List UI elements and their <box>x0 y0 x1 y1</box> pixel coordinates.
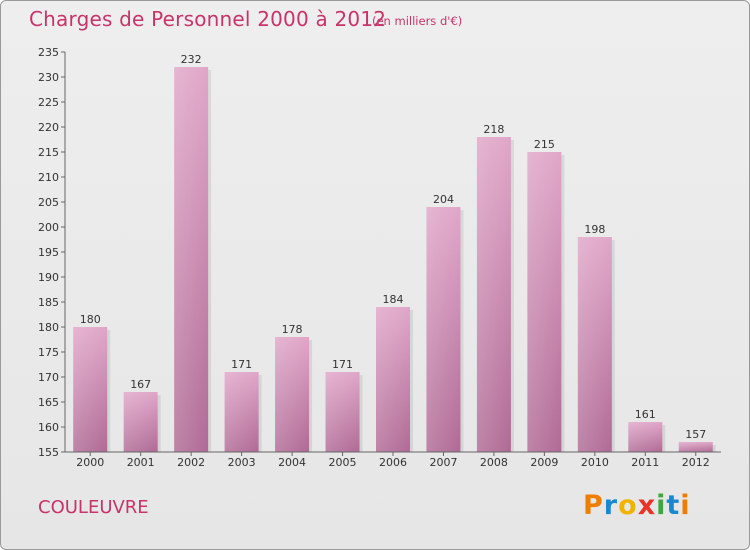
x-tick-label: 2000 <box>76 456 104 469</box>
y-tick-label: 180 <box>38 321 59 334</box>
y-tick-label: 215 <box>38 146 59 159</box>
chart-title: Charges de Personnel 2000 à 2012 <box>29 7 387 31</box>
bar-highlight <box>275 337 310 452</box>
bar-value-label: 171 <box>332 358 353 371</box>
logo-letter: i <box>680 490 691 521</box>
y-tick-label: 170 <box>38 371 59 384</box>
y-tick-label: 160 <box>38 421 59 434</box>
bar-highlight <box>224 372 259 452</box>
y-tick-label: 195 <box>38 246 59 259</box>
x-tick-label: 2007 <box>429 456 457 469</box>
bar-value-label: 178 <box>282 323 303 336</box>
logo-letter: r <box>603 490 619 521</box>
y-tick-label: 205 <box>38 196 59 209</box>
y-tick-label: 175 <box>38 346 59 359</box>
bar-value-label: 218 <box>483 123 504 136</box>
bar-highlight <box>577 237 612 452</box>
bar-highlight <box>476 137 511 452</box>
y-tick-label: 185 <box>38 296 59 309</box>
x-tick-label: 2008 <box>480 456 508 469</box>
y-tick-label: 225 <box>38 96 59 109</box>
bar-highlight <box>678 442 713 452</box>
bars: 180 167 232 171 178 171 184 204 218 215 198 161 157 <box>73 53 716 452</box>
logo-letter: i <box>656 490 667 521</box>
bar-highlight <box>174 67 209 452</box>
bar-value-label: 167 <box>130 378 151 391</box>
x-axis: 2000 2001 2002 2003 2004 2005 2006 2007 2008 2009… <box>65 451 721 469</box>
y-axis: 155 160 165 170 175 180 185 190 195 200 205 210 215 2… <box>38 46 66 459</box>
logo-letter: t <box>666 490 681 521</box>
y-tick-label: 230 <box>38 71 59 84</box>
x-tick-label: 2010 <box>581 456 609 469</box>
logo-letter: o <box>618 490 638 521</box>
bar-value-label: 198 <box>584 223 605 236</box>
bar-value-label: 161 <box>635 408 656 421</box>
y-tick-label: 165 <box>38 396 59 409</box>
x-tick-label: 2001 <box>127 456 155 469</box>
bar-highlight <box>73 327 108 452</box>
bar-value-label: 171 <box>231 358 252 371</box>
x-tick-label: 2003 <box>228 456 256 469</box>
bar-value-label: 180 <box>80 313 101 326</box>
y-tick-label: 220 <box>38 121 59 134</box>
proxiti-logo[interactable]: Proxiti <box>583 490 691 521</box>
x-tick-label: 2002 <box>177 456 205 469</box>
bar-highlight <box>376 307 410 452</box>
bar-highlight <box>426 207 461 452</box>
x-tick-label: 2005 <box>329 456 357 469</box>
y-tick-label: 155 <box>38 446 59 459</box>
x-tick-label: 2012 <box>682 456 710 469</box>
y-tick-label: 190 <box>38 271 59 284</box>
bar-highlight <box>527 152 562 452</box>
y-tick-label: 200 <box>38 221 59 234</box>
x-tick-label: 2009 <box>530 456 558 469</box>
bar-highlight <box>123 392 158 452</box>
commune-name: COULEUVRE <box>38 497 149 518</box>
x-tick-label: 2006 <box>379 456 407 469</box>
bar-value-label: 215 <box>534 138 555 151</box>
y-tick-label: 210 <box>38 171 59 184</box>
logo-letter: P <box>583 490 604 521</box>
bar-value-label: 204 <box>433 193 454 206</box>
bar-highlight <box>325 372 360 452</box>
chart-subtitle: (en milliers d'€) <box>372 14 463 28</box>
bar-value-label: 157 <box>685 428 706 441</box>
logo-letter: x <box>637 490 657 521</box>
y-tick-label: 235 <box>38 46 59 59</box>
bar-highlight <box>628 422 663 452</box>
bar-value-label: 184 <box>383 293 404 306</box>
x-tick-label: 2011 <box>631 456 659 469</box>
bar-value-label: 232 <box>181 53 202 66</box>
x-tick-label: 2004 <box>278 456 306 469</box>
